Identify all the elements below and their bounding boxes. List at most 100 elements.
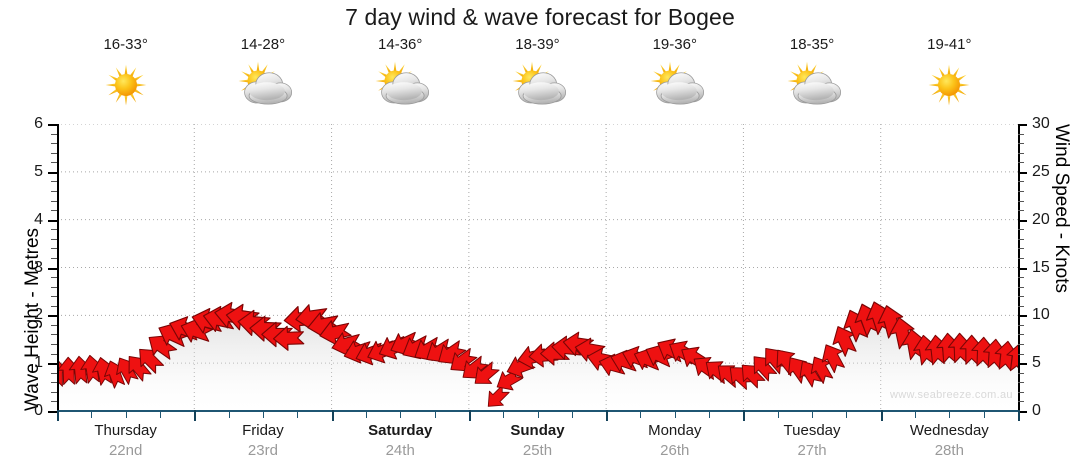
x-minor-tick: [159, 410, 161, 418]
day-footer-tuesday: Tuesday 27th: [743, 420, 880, 470]
sun-cloud-icon: [644, 56, 706, 114]
day-temperature-range: 14-28°: [240, 36, 286, 53]
left-tick-mark: [48, 124, 57, 126]
x-minor-tick: [674, 410, 676, 418]
right-minor-tick: [1018, 229, 1024, 231]
x-minor-tick: [846, 410, 848, 418]
right-minor-tick: [1018, 277, 1024, 279]
x-day-tick: [1018, 410, 1020, 421]
left-minor-tick: [51, 229, 57, 231]
left-tick-mark: [48, 267, 57, 270]
left-minor-tick: [51, 162, 57, 164]
left-minor-tick: [51, 324, 57, 326]
right-tick-label: 5: [1032, 354, 1041, 372]
left-minor-tick: [51, 143, 57, 145]
right-minor-tick: [1018, 391, 1024, 393]
sun-cloud-icon: [369, 56, 431, 114]
day-temperature-range: 19-36°: [652, 36, 697, 53]
day-date: 23rd: [247, 442, 278, 459]
sun-cloud-icon: [781, 56, 843, 114]
day-temperature-range: 19-41°: [927, 36, 972, 53]
right-tick-mark: [1018, 219, 1027, 222]
sun-icon: [918, 56, 980, 114]
x-day-tick: [606, 410, 609, 421]
x-day-tick: [743, 410, 746, 421]
right-minor-tick: [1018, 334, 1024, 336]
day-name: Monday: [648, 422, 702, 439]
day-header-wednesday: 19-41°: [881, 36, 1018, 120]
day-footer-sunday: Sunday 25th: [469, 420, 606, 470]
left-tick-label: 0: [34, 402, 43, 419]
plot-area: [57, 124, 1018, 411]
right-minor-tick: [1018, 296, 1024, 298]
left-minor-tick: [51, 353, 57, 355]
right-minor-tick: [1018, 181, 1024, 183]
left-tick-label: 6: [34, 115, 43, 132]
left-tick-mark: [48, 315, 57, 318]
day-date: 27th: [797, 442, 827, 459]
left-minor-tick: [51, 200, 57, 202]
x-day-tick: [194, 410, 197, 421]
x-minor-tick: [91, 410, 93, 418]
left-tick-mark: [48, 219, 57, 222]
day-name: Thursday: [94, 422, 157, 439]
x-minor-tick: [400, 410, 402, 418]
left-minor-tick: [51, 257, 57, 259]
day-header-monday: 19-36°: [606, 36, 743, 120]
day-footer-thursday: Thursday 22nd: [57, 420, 194, 470]
sun-cloud-icon: [232, 56, 294, 114]
left-minor-tick: [51, 133, 57, 135]
right-minor-tick: [1018, 372, 1024, 374]
right-minor-tick: [1018, 382, 1024, 384]
right-minor-tick: [1018, 162, 1024, 164]
right-minor-tick: [1018, 305, 1024, 307]
x-minor-tick: [777, 410, 779, 418]
right-minor-tick: [1018, 200, 1024, 202]
day-name: Friday: [242, 422, 284, 439]
right-tick-label: 15: [1032, 258, 1050, 276]
right-minor-tick: [1018, 353, 1024, 355]
left-minor-tick: [51, 190, 57, 192]
x-minor-tick: [365, 410, 367, 418]
day-header-sunday: 18-39°: [469, 36, 606, 120]
left-minor-tick: [51, 296, 57, 298]
day-footer-monday: Monday 26th: [606, 420, 743, 470]
left-tick-mark: [48, 171, 57, 174]
right-minor-tick: [1018, 401, 1024, 403]
left-tick-label: 5: [34, 162, 43, 180]
day-footer-saturday: Saturday 24th: [332, 420, 469, 470]
x-minor-tick: [125, 410, 127, 418]
day-name: Wednesday: [909, 422, 989, 439]
page-title: 7 day wind & wave forecast for Bogee: [345, 4, 735, 30]
day-temperature-range: 18-35°: [789, 36, 835, 53]
left-axis-spine: [57, 124, 59, 411]
right-minor-tick: [1018, 133, 1024, 135]
right-minor-tick: [1018, 248, 1024, 250]
day-date: 25th: [522, 442, 553, 459]
x-minor-tick: [571, 410, 573, 418]
right-tick-mark: [1018, 315, 1027, 318]
x-minor-tick: [709, 410, 711, 418]
day-header-saturday: 14-36°: [332, 36, 469, 120]
x-minor-tick: [434, 410, 436, 418]
left-tick-label: 4: [34, 210, 43, 228]
day-name: Tuesday: [783, 422, 841, 439]
day-footer-strip: Thursday 22nd Friday 23rd Saturday 24th Sunday…: [57, 420, 1018, 470]
sun-cloud-icon: [506, 56, 568, 114]
day-name: Saturday: [368, 422, 433, 439]
x-minor-tick: [262, 410, 264, 418]
right-tick-label: 0: [1032, 402, 1041, 419]
right-tick-label: 10: [1032, 306, 1050, 324]
right-minor-tick: [1018, 257, 1024, 259]
day-name: Sunday: [510, 422, 565, 439]
right-minor-tick: [1018, 143, 1024, 145]
left-minor-tick: [51, 238, 57, 240]
right-minor-tick: [1018, 324, 1024, 326]
right-tick-mark: [1018, 124, 1027, 126]
wind-arrow-series: [57, 301, 1018, 411]
x-minor-tick: [949, 410, 951, 418]
left-tick-label: 1: [34, 354, 43, 372]
left-tick-mark: [48, 363, 57, 366]
x-minor-tick: [297, 410, 299, 418]
